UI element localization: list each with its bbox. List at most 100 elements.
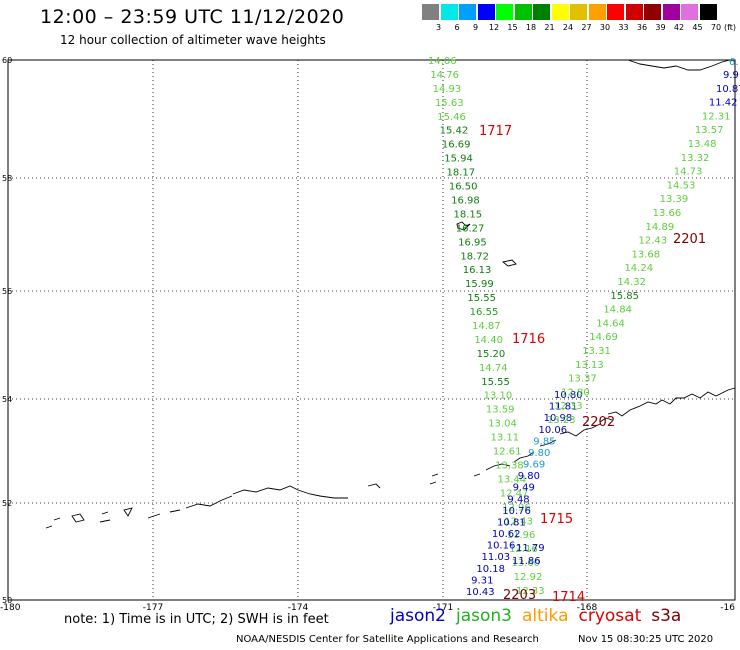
wave-height-value: 13.44: [497, 474, 526, 485]
wave-height-value: 14.89: [646, 222, 675, 233]
scale-label: 15: [507, 23, 518, 32]
wave-height-value: 15.55: [481, 377, 510, 388]
wave-height-value: 13.38: [495, 460, 524, 471]
wave-height-value: 16.55: [470, 307, 499, 318]
wave-height-value: 11.86: [512, 556, 541, 567]
wave-height-value: 13.23: [547, 415, 576, 426]
wave-height-value: 15.63: [435, 98, 464, 109]
scale-label: 3: [435, 23, 442, 32]
wave-height-value: 15.46: [437, 112, 466, 123]
wave-height-value: 14.24: [624, 263, 653, 274]
pass-time-label: 2201: [673, 232, 706, 247]
wave-height-value: 16.69: [442, 140, 471, 151]
wave-height-value: 14.76: [430, 70, 459, 81]
pass-time-label: 2202: [582, 415, 615, 430]
wave-height-value: 15.20: [477, 349, 506, 360]
wave-height-value: 13.48: [688, 139, 717, 150]
wave-height-value: 10.43: [466, 587, 495, 598]
wave-height-value: 13.37: [568, 374, 597, 385]
scale-label: 30: [599, 23, 611, 32]
footer-timestamp: Nov 15 08:30:25 UTC 2020: [578, 634, 714, 645]
scale-swatch: [570, 4, 587, 20]
scale-swatch: [514, 4, 532, 20]
lat-label: 52: [2, 499, 12, 508]
wave-height-value: 10.80: [554, 390, 583, 401]
wave-height-value: 13.60: [511, 558, 540, 569]
map-frame: [7, 59, 736, 601]
wave-height-value: 10.16: [487, 541, 516, 552]
scale-label: 27: [581, 23, 592, 32]
scale-swatch: [681, 4, 698, 20]
wave-height-value: 13.31: [582, 346, 611, 357]
wave-height-value: 10.76: [502, 506, 531, 517]
wave-height-value: 14.93: [433, 84, 462, 95]
wave-height-value: 15.55: [467, 293, 496, 304]
lat-label: 56: [2, 287, 12, 296]
scale-label: 70: [710, 23, 722, 32]
satellite-legend: jason2 jason3 altika cryosat s3a: [390, 606, 691, 626]
footer-note: note: 1) Time is in UTC; 2) SWH is in fe…: [64, 612, 329, 627]
scale-swatch: [496, 4, 513, 20]
scale-swatch: [440, 4, 458, 20]
wave-height-value: 9.48: [507, 494, 529, 505]
scale-label: 21: [544, 23, 555, 32]
scale-unit: (ft): [724, 23, 737, 32]
wave-height-value: 9.9: [723, 70, 739, 81]
wave-height-value: 12.96: [502, 502, 531, 513]
satellite-legend-item: altika: [522, 606, 569, 626]
wave-height-value: 11.03: [482, 552, 511, 563]
lat-label: 54: [2, 395, 12, 404]
wave-height-value: 12.61: [493, 447, 522, 458]
scale-label: 36: [636, 23, 648, 32]
lon-label: -177: [143, 603, 163, 613]
wave-height-value: 16.13: [463, 265, 492, 276]
wave-height-value: 12.16: [509, 544, 538, 555]
wave-height-value: 14.32: [617, 277, 646, 288]
wave-height-value: 12.80: [561, 387, 590, 398]
wave-height-value: 14.74: [479, 363, 508, 374]
scale-label: 39: [655, 23, 666, 32]
wave-height-value: 14.73: [674, 167, 703, 178]
wave-height-value: 9.49: [513, 483, 535, 494]
lat-label: 58: [2, 174, 12, 183]
lon-label: -16: [720, 603, 735, 613]
wave-height-value: 9.80: [518, 471, 540, 482]
wave-height-value: 13.57: [695, 125, 724, 136]
lon-label: -171: [433, 603, 453, 613]
scale-label: 45: [692, 23, 703, 32]
graticule: [8, 60, 735, 600]
wave-height-value: 18.17: [447, 168, 476, 179]
wave-height-value: 9.80: [528, 448, 550, 459]
wave-height-value: 13.68: [631, 249, 660, 260]
wave-height-value: 12.47: [500, 488, 529, 499]
wave-height-value: 10.06: [538, 425, 567, 436]
wave-height-value: 14.69: [589, 332, 618, 343]
wave-height-value: 14.06: [428, 56, 457, 67]
wave-height-value: 9.31: [471, 575, 493, 586]
wave-height-value: 12.92: [514, 572, 543, 583]
page-subtitle: 12 hour collection of altimeter wave hei…: [60, 33, 326, 47]
wave-height-value: 15.94: [444, 154, 473, 165]
wave-height-value: 13.32: [681, 153, 710, 164]
satellite-tracks: 14.06 14.76 14.93 15.63 15.46 15.42 16.69 15.94…: [428, 56, 740, 598]
wave-height-value: 6.: [729, 57, 739, 68]
scale-swatch: [459, 4, 476, 20]
scale-swatch: [699, 4, 717, 20]
wave-height-value: 12.33: [516, 586, 545, 597]
wave-height-value: 13.66: [653, 208, 682, 219]
scale-label: 6: [454, 23, 460, 32]
wave-height-value: 12.43: [639, 236, 668, 247]
satellite-legend-item: cryosat: [578, 606, 642, 626]
lon-label: -174: [288, 603, 309, 613]
wave-height-value: 13.04: [488, 419, 517, 430]
wave-height-value: 14.84: [603, 305, 632, 316]
wave-height-value: 10.98: [544, 413, 573, 424]
pass-time-labels: 1717 2201 1716 2202 1715 2203 1714: [479, 124, 706, 605]
wave-height-value: 13.11: [491, 433, 520, 444]
wave-height-value: 11.79: [516, 543, 545, 554]
pass-time-label: 2203: [503, 588, 536, 603]
wave-height-value: 14.40: [474, 335, 503, 346]
wave-height-value: 14.53: [667, 180, 696, 191]
pass-time-label: 1714: [552, 590, 585, 605]
